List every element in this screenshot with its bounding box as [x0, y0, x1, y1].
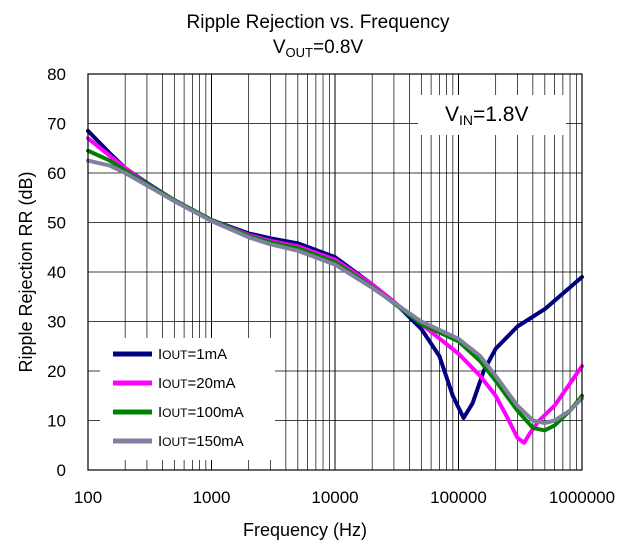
- x-axis-label: Frequency (Hz): [243, 520, 367, 540]
- x-tick-label: 1000: [193, 488, 231, 507]
- grid: [88, 74, 582, 470]
- y-tick-label: 20: [47, 362, 66, 381]
- y-tick-label: 50: [47, 214, 66, 233]
- y-tick-label: 80: [47, 65, 66, 84]
- x-tick-label: 100: [74, 488, 102, 507]
- y-tick-label: 30: [47, 313, 66, 332]
- y-tick-label: 70: [47, 115, 66, 134]
- legend: IOUT=1mA IOUT=20mA IOUT=100mA IOUT=150mA: [100, 338, 275, 460]
- legend-label: IOUT=100mA: [158, 404, 244, 421]
- annotation-box: [418, 95, 566, 135]
- series-group: [86, 128, 584, 445]
- y-tick-label: 40: [47, 263, 66, 282]
- x-tick-label: 100000: [430, 488, 487, 507]
- legend-label: IOUT=1mA: [158, 346, 227, 363]
- y-tick-label: 60: [47, 164, 66, 183]
- chart-title: Ripple Rejection vs. Frequency: [187, 12, 450, 33]
- x-tick-label: 10000: [311, 488, 358, 507]
- series-line: [86, 158, 584, 425]
- x-tick-labels: 100 1000 10000 100000 1000000: [74, 488, 615, 507]
- legend-label: IOUT=150mA: [158, 433, 244, 450]
- y-tick-label: 10: [47, 412, 66, 431]
- legend-label: IOUT=20mA: [158, 375, 235, 392]
- y-tick-labels: 0 10 20 30 40 50 60 70 80: [47, 65, 66, 480]
- vin-annotation: VIN=1.8V: [445, 103, 528, 128]
- y-tick-label: 0: [57, 461, 66, 480]
- y-axis-label: Ripple Rejection RR (dB): [16, 171, 36, 372]
- chart-subtitle: VOUT=0.8V: [273, 37, 364, 60]
- x-tick-label: 1000000: [549, 488, 615, 507]
- plot-frame: [87, 73, 583, 471]
